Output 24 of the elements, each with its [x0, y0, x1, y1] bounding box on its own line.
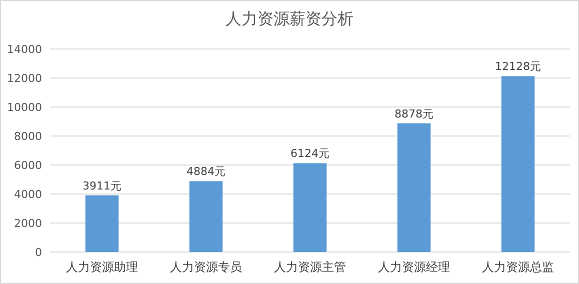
bar: [397, 123, 431, 252]
data-label: 8878元: [394, 107, 434, 120]
bar: [85, 195, 119, 252]
y-tick-label: 6000: [14, 159, 42, 172]
bar: [501, 76, 535, 252]
y-tick-label: 10000: [7, 101, 42, 114]
data-label: 6124元: [290, 147, 330, 160]
bar: [189, 181, 223, 252]
x-tick-label: 人力资源专员: [170, 260, 242, 274]
y-tick-label: 0: [35, 246, 42, 259]
x-tick-label: 人力资源总监: [482, 260, 554, 274]
y-tick-label: 8000: [14, 130, 42, 143]
x-tick-label: 人力资源主管: [274, 260, 346, 274]
y-tick-label: 14000: [7, 43, 42, 56]
chart-title: 人力资源薪资分析: [226, 9, 354, 28]
bar: [293, 163, 327, 252]
x-tick-label: 人力资源经理: [378, 260, 450, 274]
y-tick-label: 12000: [7, 72, 42, 85]
data-label: 3911元: [82, 179, 122, 192]
y-tick-label: 2000: [14, 217, 42, 230]
x-tick-label: 人力资源助理: [66, 260, 138, 274]
y-tick-label: 4000: [14, 188, 42, 201]
data-label: 12128元: [495, 60, 541, 74]
data-label: 4884元: [186, 165, 226, 178]
